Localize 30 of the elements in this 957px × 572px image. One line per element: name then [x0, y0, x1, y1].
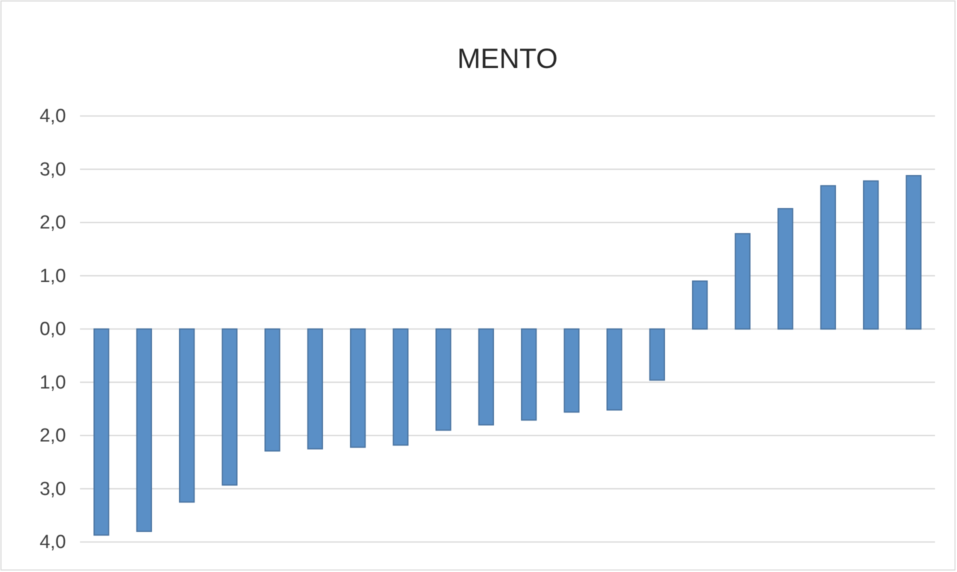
bar: [136, 328, 152, 532]
bar: [222, 328, 238, 486]
bar: [179, 328, 195, 503]
y-tick-label: 1,0: [40, 372, 66, 394]
bar: [906, 175, 922, 330]
bar: [778, 208, 794, 330]
bar: [692, 280, 708, 330]
y-tick-label: 4,0: [40, 532, 66, 554]
y-tick-label: 0,0: [40, 319, 66, 340]
bar: [649, 328, 665, 381]
bar: [94, 328, 110, 536]
bar: [606, 328, 622, 411]
y-tick-label: 2,0: [40, 212, 66, 234]
bar: [734, 233, 750, 330]
bar: [478, 328, 494, 426]
bar: [436, 328, 452, 431]
y-tick-label: 3,0: [40, 478, 66, 500]
bar: [521, 328, 537, 421]
bar: [307, 328, 323, 450]
bar: [392, 328, 408, 446]
bar: [820, 185, 836, 330]
y-tick-label: 4,0: [40, 106, 66, 128]
y-tick-label: 1,0: [40, 266, 66, 287]
chart-title: MENTO: [457, 43, 558, 74]
y-tick-label: 3,0: [40, 159, 66, 180]
bar: [564, 328, 580, 413]
bar: [863, 180, 879, 330]
bar: [350, 328, 366, 448]
y-tick-label: 2,0: [40, 426, 66, 447]
bar: [264, 328, 280, 452]
